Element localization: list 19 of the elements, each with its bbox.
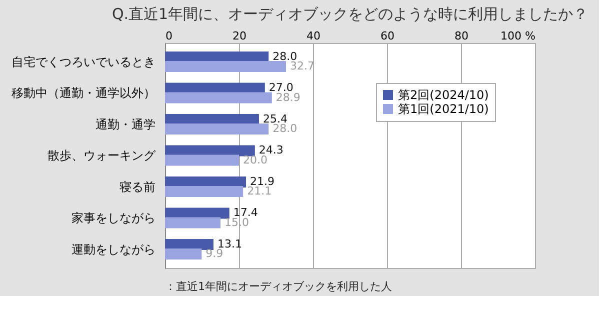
y-tick-label: 通勤・通学 [96, 117, 156, 132]
y-tick-label: 家事をしながら [72, 211, 156, 225]
y-tick-label: 自宅でくつろいでいるとき [12, 54, 156, 69]
y-tick-label: 散歩、ウォーキング [48, 148, 156, 162]
legend-label: 第2回(2024/10) [398, 88, 489, 102]
x-tick-label: 100 % [500, 30, 536, 42]
y-tick-label: 移動中（通勤・通学以外） [12, 86, 156, 100]
x-tick-label: 20 [232, 30, 246, 42]
x-tick-label: 0 [166, 30, 172, 42]
x-tick-label: 80 [454, 30, 468, 42]
legend-label: 第1回(2021/10) [398, 102, 489, 116]
data-label: 28.0 [272, 50, 298, 63]
data-label: 17.4 [233, 206, 258, 220]
text: ：直近1年間にオーディオブックを利用した人 [165, 280, 392, 293]
x-tick-label: 40 [306, 30, 320, 42]
y-tick-label: 運動をしながら [72, 242, 156, 256]
y-tick-label: 寝る前 [120, 180, 156, 194]
chart-title: Q.直近1年間に、オーディオブックをどのような時に利用しましたか？ [112, 5, 588, 23]
x-tick-label: 60 [380, 30, 394, 42]
